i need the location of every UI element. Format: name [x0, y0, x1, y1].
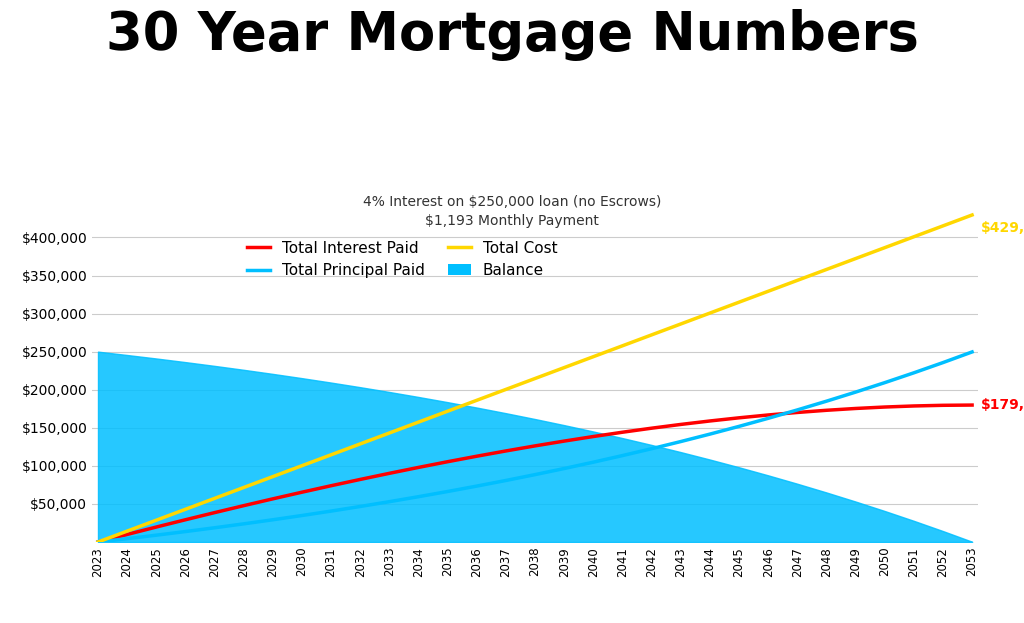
- Text: 4% Interest on $250,000 loan (no Escrows)
$1,193 Monthly Payment: 4% Interest on $250,000 loan (no Escrows…: [362, 194, 662, 228]
- Text: $429,853: $429,853: [981, 221, 1024, 235]
- Text: $179,853: $179,853: [981, 398, 1024, 412]
- Legend: Total Interest Paid, Total Principal Paid, Total Cost, Balance: Total Interest Paid, Total Principal Pai…: [241, 234, 563, 284]
- Text: 30 Year Mortgage Numbers: 30 Year Mortgage Numbers: [105, 9, 919, 61]
